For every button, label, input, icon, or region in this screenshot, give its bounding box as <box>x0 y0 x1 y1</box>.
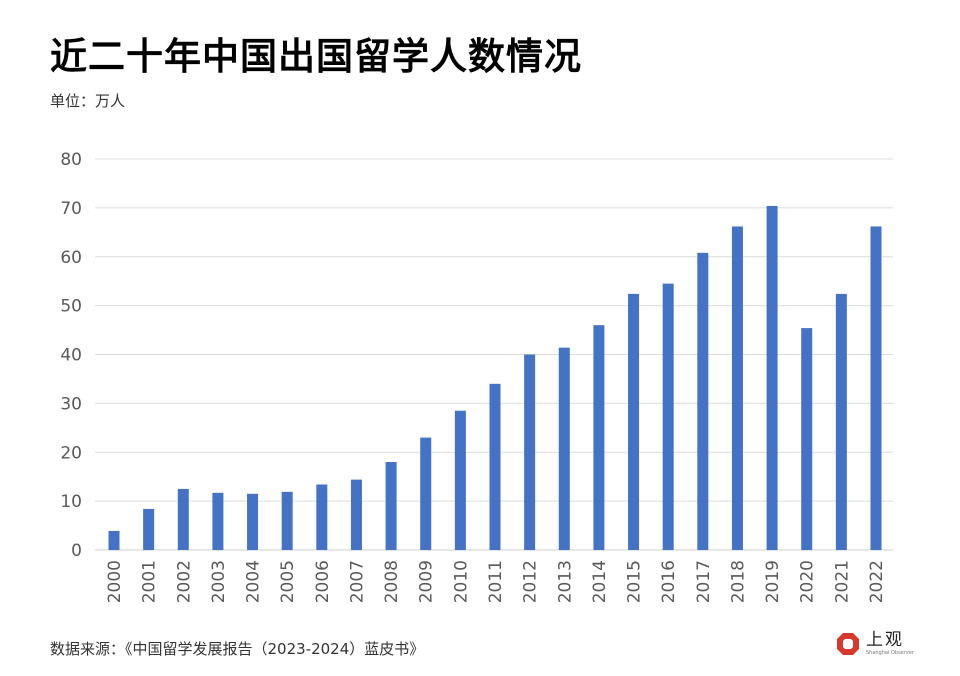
x-tick-label: 2006 <box>313 560 333 603</box>
y-tick-label: 60 <box>60 248 82 268</box>
x-tick-label: 2009 <box>417 560 437 603</box>
x-tick-label: 2012 <box>521 560 541 603</box>
bar-2015 <box>628 293 640 550</box>
bar-2007 <box>350 479 362 550</box>
x-tick-label: 2014 <box>590 560 610 603</box>
bar-2020 <box>801 328 813 550</box>
bar-2004 <box>247 493 259 550</box>
y-tick-label: 0 <box>71 541 82 561</box>
y-tick-label: 10 <box>60 492 82 512</box>
bar-2002 <box>177 488 189 550</box>
bar-2011 <box>489 383 501 550</box>
y-tick-label: 40 <box>60 346 82 366</box>
logo-emblem-icon <box>837 633 859 655</box>
x-tick-label: 2018 <box>728 560 748 603</box>
bar-2009 <box>420 437 432 550</box>
x-tick-label: 2011 <box>486 560 506 603</box>
data-source-note: 数据来源：《中国留学发展报告（2023-2024）蓝皮书》 <box>50 640 425 658</box>
x-tick-label: 2022 <box>867 560 887 603</box>
x-tick-label: 2007 <box>347 560 367 603</box>
bar-2012 <box>524 354 536 550</box>
x-tick-label: 2015 <box>625 560 645 603</box>
bar-2005 <box>281 491 293 550</box>
bar-2010 <box>454 410 466 550</box>
bar-2013 <box>558 347 570 550</box>
y-tick-label: 30 <box>60 394 82 414</box>
x-tick-label: 2001 <box>140 560 160 603</box>
x-tick-label: 2000 <box>105 560 125 603</box>
chart-title: 近二十年中国出国留学人数情况 <box>50 35 582 78</box>
shanghai-observer-logo: 上观 Shanghai Observer <box>836 632 914 656</box>
x-tick-label: 2005 <box>278 560 298 603</box>
x-tick-label: 2010 <box>451 560 471 603</box>
x-tick-label: 2020 <box>798 560 818 603</box>
logo-subtext: Shanghai Observer <box>866 650 914 656</box>
bar-2022 <box>870 226 882 550</box>
bar-2000 <box>108 530 120 550</box>
bar-2006 <box>316 484 328 550</box>
x-tick-label: 2008 <box>382 560 402 603</box>
x-tick-label: 2016 <box>659 560 679 603</box>
x-tick-label: 2021 <box>832 560 852 603</box>
x-tick-label: 2019 <box>763 560 783 603</box>
y-tick-label: 70 <box>60 199 82 219</box>
x-tick-label: 2017 <box>694 560 714 603</box>
bar-2018 <box>731 226 743 550</box>
bar-2021 <box>835 293 847 550</box>
unit-label: 单位：万人 <box>50 92 126 110</box>
x-tick-label: 2004 <box>244 560 264 603</box>
bar-2019 <box>766 205 778 551</box>
bar-2001 <box>143 508 155 550</box>
y-tick-label: 80 <box>60 150 82 170</box>
bar-2008 <box>385 462 397 550</box>
bar-2017 <box>697 252 709 550</box>
bar-2016 <box>662 283 674 550</box>
y-tick-label: 50 <box>60 297 82 317</box>
x-tick-label: 2013 <box>555 560 575 603</box>
y-tick-label: 20 <box>60 443 82 463</box>
bar-2003 <box>212 492 224 550</box>
x-tick-label: 2002 <box>174 560 194 603</box>
bar-2014 <box>593 325 605 550</box>
x-tick-label: 2003 <box>209 560 229 603</box>
logo-name: 上观 <box>866 630 904 650</box>
